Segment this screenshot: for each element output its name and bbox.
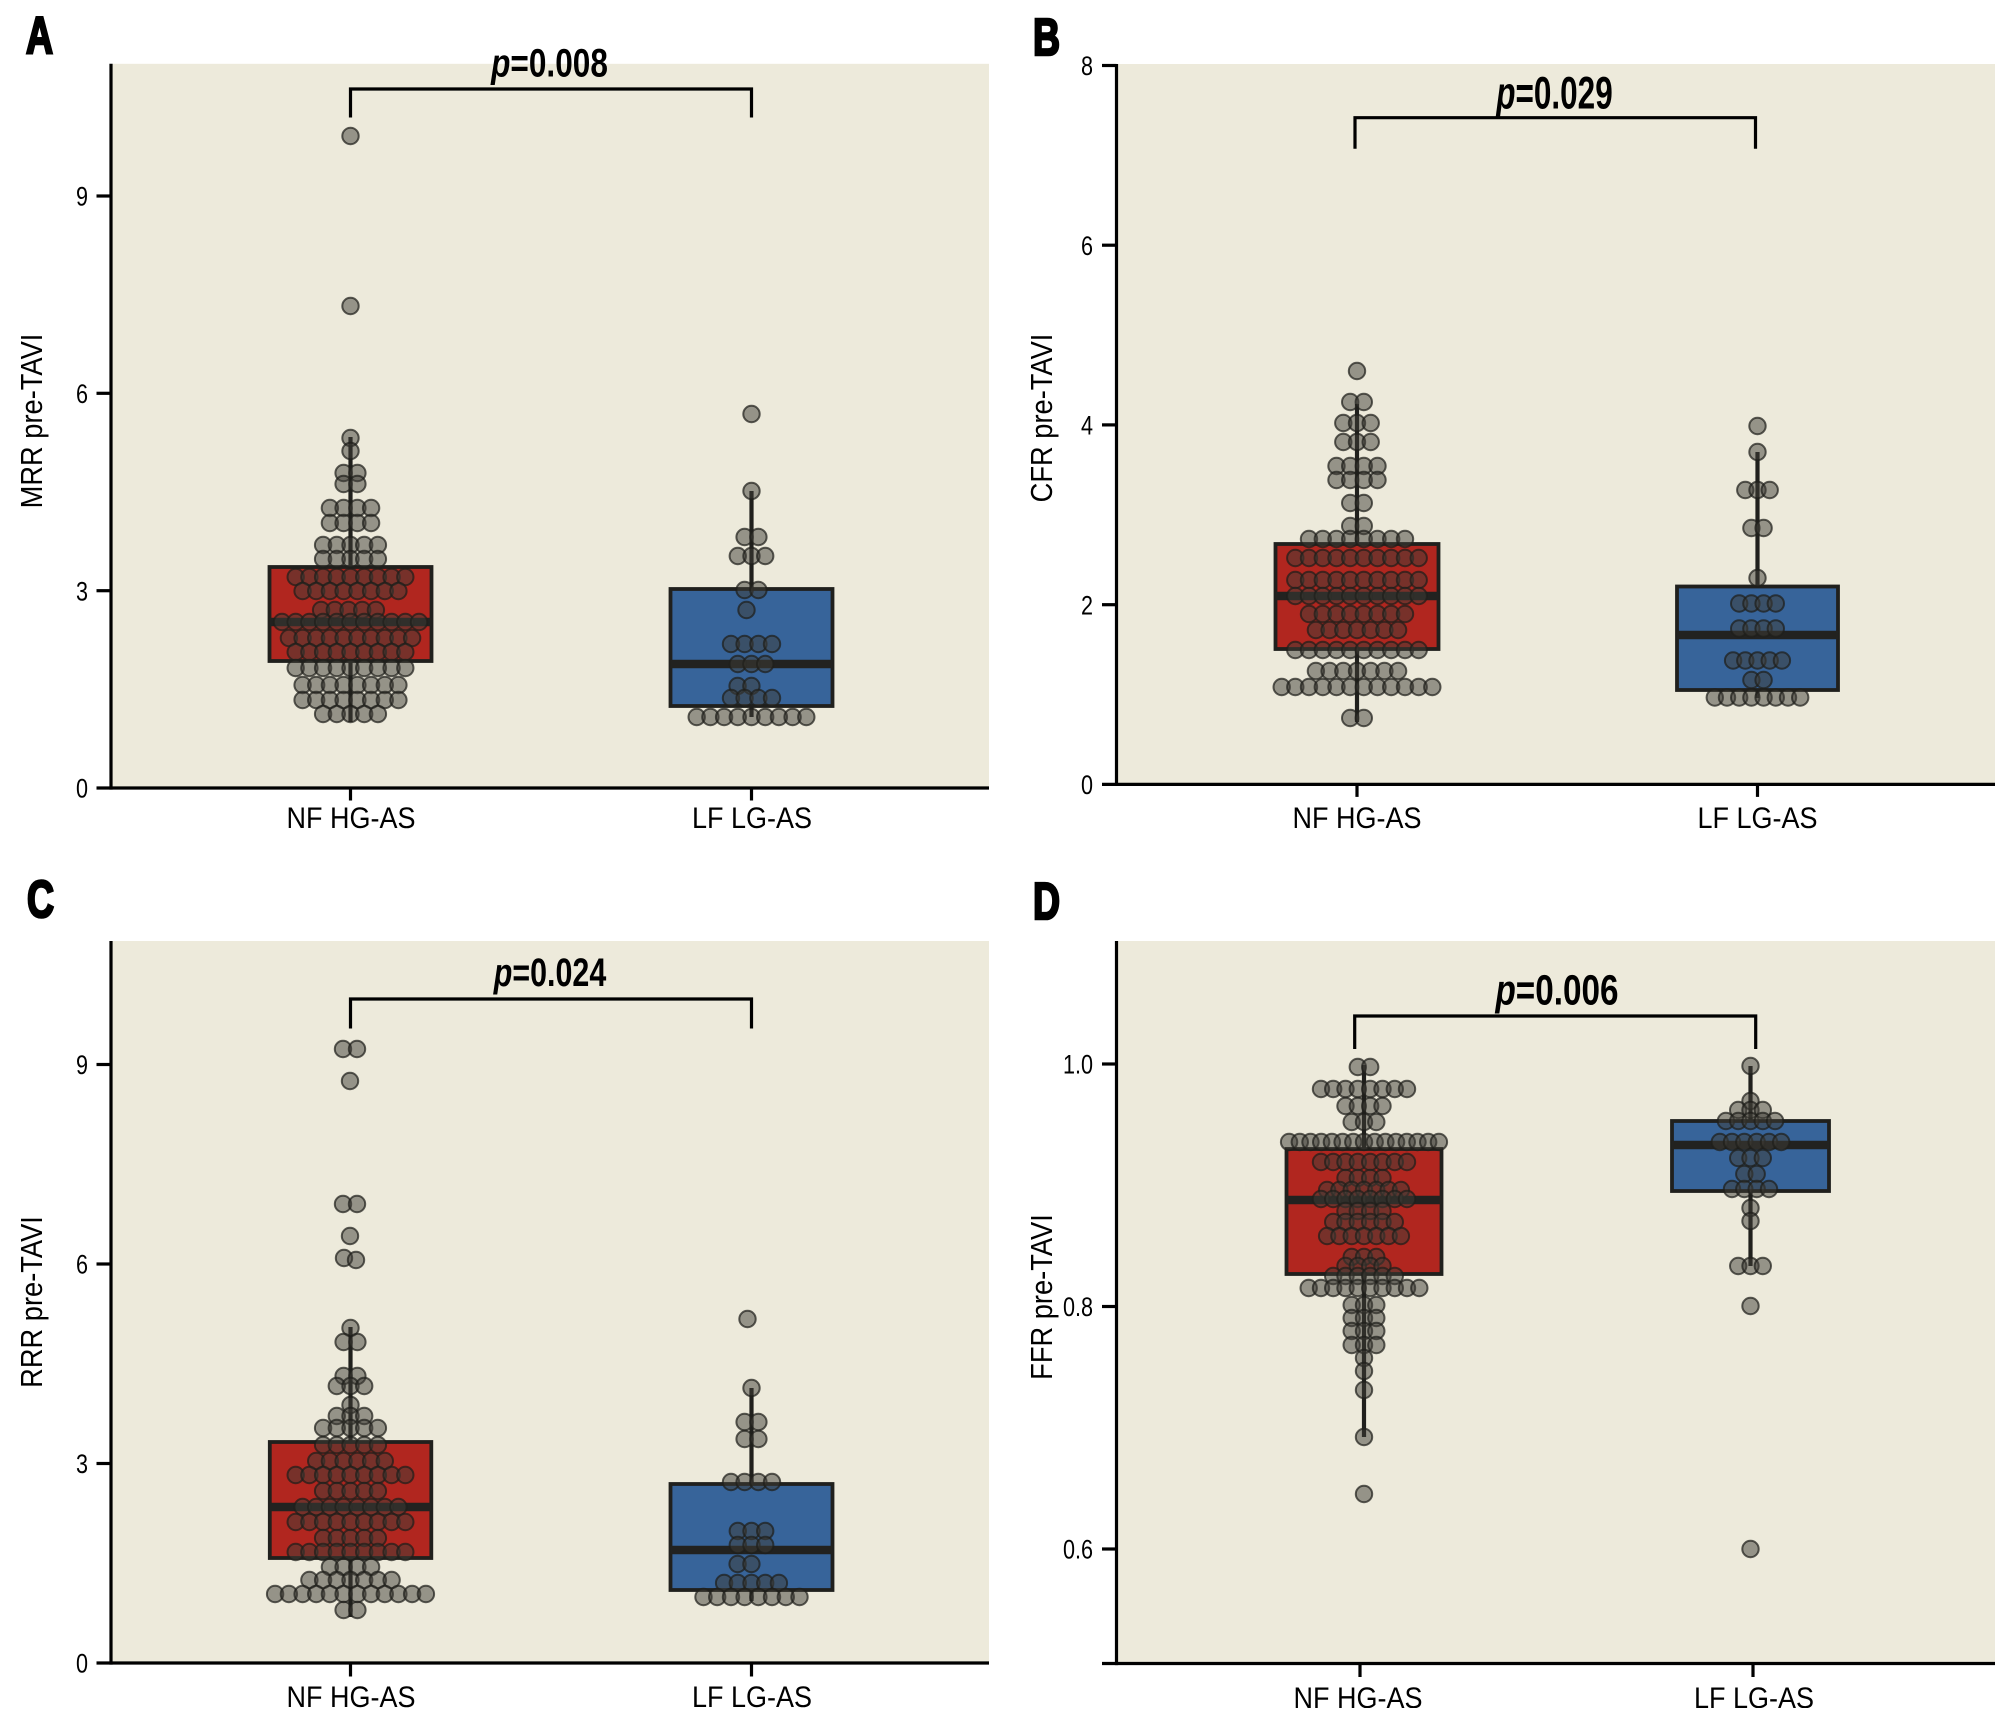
svg-text:p=0.029: p=0.029: [1495, 69, 1612, 119]
svg-text:D: D: [1033, 872, 1060, 931]
svg-text:B: B: [1033, 8, 1060, 67]
svg-text:LF LG-AS: LF LG-AS: [1698, 801, 1818, 834]
svg-text:8: 8: [1081, 52, 1093, 82]
svg-text:p=0.024: p=0.024: [493, 951, 607, 995]
svg-text:LF LG-AS: LF LG-AS: [692, 801, 812, 834]
svg-text:1.0: 1.0: [1063, 1051, 1093, 1081]
svg-text:6: 6: [1081, 232, 1093, 262]
svg-text:9: 9: [76, 1051, 88, 1081]
svg-text:6: 6: [76, 380, 88, 410]
svg-text:0: 0: [76, 775, 88, 805]
svg-text:p=0.006: p=0.006: [1495, 968, 1619, 1015]
svg-text:3: 3: [76, 577, 88, 607]
svg-text:0.8: 0.8: [1063, 1293, 1093, 1323]
svg-text:p=0.008: p=0.008: [490, 41, 608, 85]
svg-text:NF HG-AS: NF HG-AS: [287, 1680, 416, 1708]
svg-text:CFR pre-TAVI: CFR pre-TAVI: [1025, 334, 1059, 503]
svg-text:LF LG-AS: LF LG-AS: [1694, 1681, 1814, 1708]
svg-text:A: A: [26, 6, 53, 65]
svg-text:9: 9: [76, 183, 88, 213]
svg-text:FFR pre-TAVI: FFR pre-TAVI: [1025, 1214, 1059, 1380]
svg-text:2: 2: [1081, 591, 1093, 621]
svg-text:0: 0: [76, 1650, 88, 1680]
svg-text:NF HG-AS: NF HG-AS: [1293, 801, 1422, 834]
svg-text:4: 4: [1081, 411, 1093, 441]
svg-text:6: 6: [76, 1251, 88, 1281]
svg-text:3: 3: [76, 1450, 88, 1480]
svg-text:LF LG-AS: LF LG-AS: [692, 1680, 812, 1708]
svg-text:C: C: [27, 870, 54, 929]
svg-text:MRR pre-TAVI: MRR pre-TAVI: [15, 334, 49, 509]
svg-text:NF HG-AS: NF HG-AS: [1294, 1681, 1423, 1708]
svg-text:0.6: 0.6: [1063, 1536, 1093, 1566]
svg-text:RRR pre-TAVI: RRR pre-TAVI: [15, 1216, 49, 1388]
svg-text:NF HG-AS: NF HG-AS: [287, 801, 416, 834]
svg-text:0: 0: [1081, 771, 1093, 801]
